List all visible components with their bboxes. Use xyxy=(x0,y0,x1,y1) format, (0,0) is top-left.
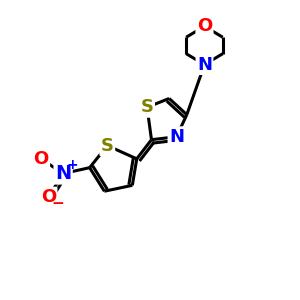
Text: O: O xyxy=(41,188,56,206)
Text: N: N xyxy=(197,56,212,74)
Text: N: N xyxy=(169,128,184,146)
Text: O: O xyxy=(33,150,49,168)
Text: S: S xyxy=(101,136,114,154)
Text: −: − xyxy=(52,196,64,211)
Text: S: S xyxy=(141,98,154,116)
Text: +: + xyxy=(66,158,78,172)
Text: O: O xyxy=(197,17,212,35)
Text: N: N xyxy=(55,164,71,183)
